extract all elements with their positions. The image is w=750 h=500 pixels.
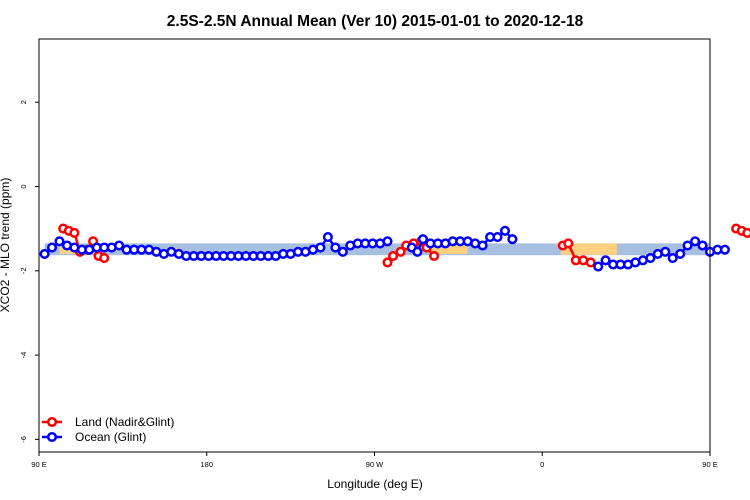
land-data-point bbox=[388, 250, 399, 262]
ocean-data-point bbox=[719, 244, 730, 255]
x-tick-label: 90 E bbox=[702, 460, 717, 469]
ocean-data-point bbox=[645, 253, 656, 264]
x-tick-label: 90 E bbox=[31, 460, 46, 469]
ocean-data-point bbox=[330, 242, 341, 253]
ocean-data-point bbox=[412, 246, 423, 257]
land-data-point bbox=[395, 246, 406, 257]
ocean-data-point bbox=[114, 240, 125, 251]
band-land-range-4 bbox=[560, 243, 617, 255]
ocean-data-point bbox=[315, 242, 326, 253]
land-data-point bbox=[585, 257, 596, 268]
land-data-point bbox=[69, 227, 80, 238]
ocean-data-point bbox=[477, 240, 488, 251]
y-tick-label: 2 bbox=[19, 100, 28, 104]
ocean-data-point bbox=[492, 232, 503, 243]
series-layer bbox=[39, 223, 750, 272]
legend-entry-land: Land (Nadir&Glint) bbox=[42, 415, 174, 429]
ocean-data-point bbox=[667, 253, 678, 264]
ocean-data-point bbox=[593, 261, 604, 272]
ticks-layer: 90 E 180 90 W 0 90 E 2 0 -2 -4 -6 bbox=[19, 100, 718, 469]
ocean-data-point bbox=[697, 240, 708, 251]
land-data-point bbox=[563, 238, 574, 249]
y-tick-label: 0 bbox=[19, 184, 28, 188]
legend-marker-land bbox=[46, 416, 58, 428]
x-tick-label: 0 bbox=[540, 460, 544, 469]
legend-label-ocean: Ocean (Glint) bbox=[75, 430, 146, 444]
ocean-data-point bbox=[337, 246, 348, 257]
legend: Land (Nadir&Glint) Ocean (Glint) bbox=[42, 415, 174, 444]
ocean-data-point bbox=[322, 232, 333, 243]
ocean-data-point bbox=[39, 248, 50, 259]
x-axis-label: Longitude (deg E) bbox=[327, 477, 422, 491]
y-tick-label: -4 bbox=[19, 352, 28, 359]
legend-label-land: Land (Nadir&Glint) bbox=[75, 415, 174, 429]
legend-marker-ocean bbox=[46, 431, 58, 443]
land-data-point bbox=[742, 227, 750, 238]
land-data-point bbox=[429, 250, 440, 262]
ocean-data-point bbox=[382, 236, 393, 247]
ocean-data-point bbox=[417, 234, 429, 245]
y-axis-label: XCO2 - MLO trend (ppm) bbox=[0, 178, 12, 313]
ocean-data-point bbox=[499, 225, 511, 236]
ocean-data-point bbox=[675, 248, 686, 259]
ocean-data-point bbox=[682, 240, 693, 251]
land-data-point bbox=[382, 257, 393, 268]
ocean-data-point bbox=[507, 234, 518, 245]
ocean-data-point bbox=[600, 255, 611, 266]
y-tick-label: -6 bbox=[19, 436, 28, 443]
ocean-data-point bbox=[46, 242, 58, 253]
ocean-data-point bbox=[690, 236, 701, 247]
legend-entry-ocean: Ocean (Glint) bbox=[42, 430, 146, 444]
ocean-data-point bbox=[660, 246, 671, 257]
x-tick-label: 180 bbox=[200, 460, 213, 469]
x-tick-label: 90 W bbox=[366, 460, 384, 469]
chart-title: 2.5S-2.5N Annual Mean (Ver 10) 2015-01-0… bbox=[167, 13, 584, 30]
band-land-range-3 bbox=[430, 243, 468, 254]
land-data-point bbox=[99, 253, 110, 264]
y-tick-label: -2 bbox=[19, 267, 28, 274]
ocean-data-point bbox=[54, 236, 65, 247]
band-ocean-range bbox=[44, 243, 710, 256]
